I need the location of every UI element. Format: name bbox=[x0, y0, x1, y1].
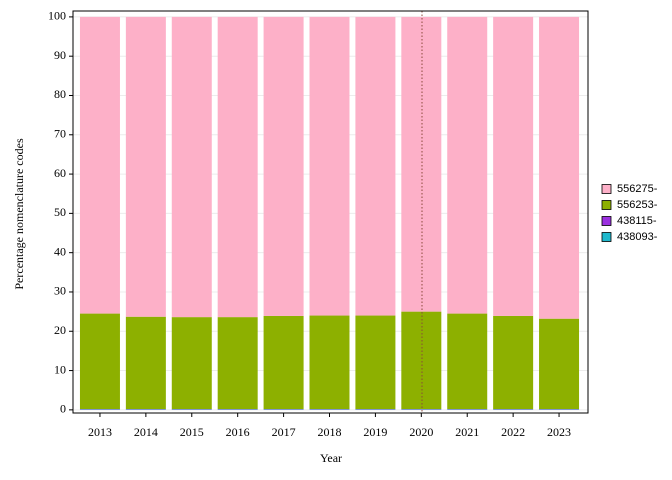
bar-segment bbox=[401, 311, 442, 410]
bar-segment bbox=[355, 315, 396, 410]
bar-segment bbox=[171, 317, 212, 410]
x-tick-label: 2023 bbox=[547, 425, 571, 439]
y-tick-label: 10 bbox=[54, 362, 66, 376]
bar-segment bbox=[217, 317, 258, 410]
bar-segment bbox=[539, 16, 580, 319]
x-tick-label: 2020 bbox=[409, 425, 433, 439]
y-tick-label: 40 bbox=[54, 244, 66, 258]
bar-segment bbox=[309, 315, 350, 410]
y-tick-label: 0 bbox=[60, 402, 66, 416]
bar-segment bbox=[171, 16, 212, 318]
bar-segment bbox=[539, 318, 580, 410]
y-tick-label: 80 bbox=[54, 87, 66, 101]
x-tick-label: 2016 bbox=[226, 425, 250, 439]
x-tick-label: 2014 bbox=[134, 425, 158, 439]
bar-segment bbox=[355, 16, 396, 316]
bar-segment bbox=[79, 313, 120, 410]
bar-segment bbox=[493, 315, 534, 410]
plot-frame bbox=[72, 10, 589, 414]
x-tick-label: 2013 bbox=[88, 425, 112, 439]
bar-segment bbox=[447, 313, 488, 410]
bar-segment bbox=[401, 16, 442, 312]
bar-segment bbox=[125, 316, 166, 410]
y-tick-label: 70 bbox=[54, 127, 66, 141]
legend-swatch bbox=[601, 232, 612, 242]
bar-segment bbox=[263, 315, 304, 410]
y-tick-label: 50 bbox=[54, 205, 66, 219]
x-tick-label: 2015 bbox=[180, 425, 204, 439]
y-tick-label: 20 bbox=[54, 323, 66, 337]
legend-label: 556253- bbox=[617, 199, 658, 211]
x-tick-label: 2017 bbox=[272, 425, 296, 439]
legend-label: 438115- bbox=[617, 215, 657, 227]
bar-segment bbox=[125, 16, 166, 317]
y-axis-title: Percentage nomenclature codes bbox=[12, 138, 26, 290]
bar-segment bbox=[309, 16, 350, 316]
y-tick-label: 60 bbox=[54, 166, 66, 180]
bar-segment bbox=[79, 16, 120, 314]
x-axis-title: Year bbox=[320, 451, 342, 465]
x-tick-label: 2019 bbox=[363, 425, 387, 439]
legend-swatch bbox=[601, 184, 612, 194]
x-tick-label: 2018 bbox=[318, 425, 342, 439]
legend-label: 438093- bbox=[617, 231, 658, 243]
x-tick-label: 2021 bbox=[455, 425, 479, 439]
legend-swatch bbox=[601, 200, 612, 210]
bar-segment bbox=[263, 16, 304, 316]
bar-segment bbox=[217, 16, 258, 318]
bar-segment bbox=[493, 16, 534, 316]
legend-label: 556275- bbox=[617, 183, 658, 195]
bar-segment bbox=[447, 16, 488, 314]
y-tick-label: 100 bbox=[48, 9, 66, 23]
y-tick-label: 90 bbox=[54, 48, 66, 62]
y-tick-label: 30 bbox=[54, 284, 66, 298]
legend-swatch bbox=[601, 216, 612, 226]
x-tick-label: 2022 bbox=[501, 425, 525, 439]
